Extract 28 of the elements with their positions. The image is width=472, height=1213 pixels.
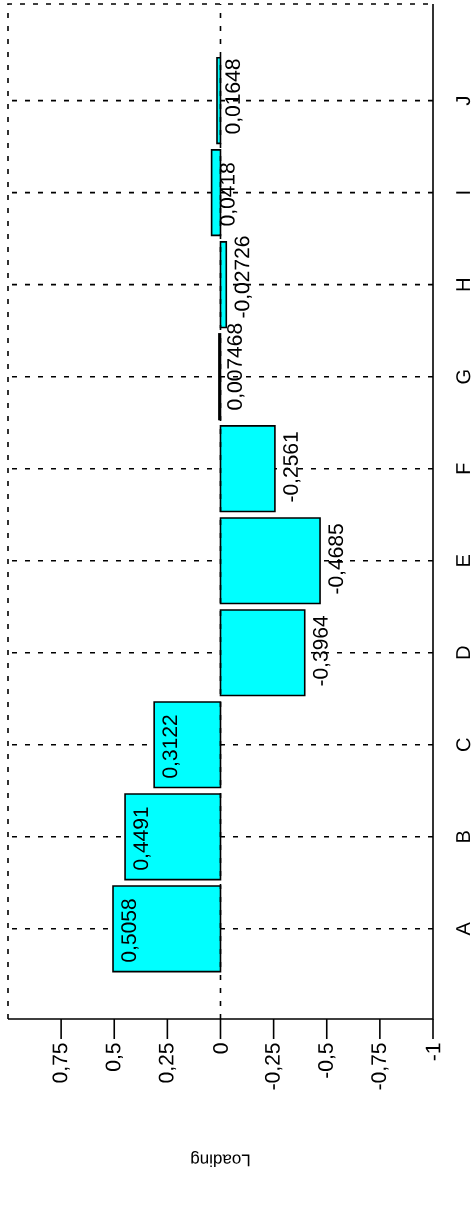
data-label: 0,3122 <box>162 715 180 778</box>
data-label: 0,007468 <box>227 323 245 410</box>
data-label: -0,4685 <box>328 524 346 594</box>
y-tick-label: C <box>456 738 471 751</box>
y-tick-label: G <box>456 370 471 384</box>
x-axis-title: Loading <box>191 1151 250 1167</box>
x-tick-label: -0,5 <box>318 1043 336 1078</box>
data-label: 0,4491 <box>133 807 151 870</box>
y-tick-label: H <box>456 279 470 291</box>
y-tick-label: E <box>456 554 470 566</box>
x-tick-label: 0,75 <box>52 1043 70 1083</box>
y-tick-label: B <box>456 831 470 842</box>
y-tick-label: J <box>456 97 471 106</box>
x-tick-label: 0,5 <box>105 1043 123 1071</box>
y-tick-label: D <box>456 646 470 659</box>
y-tick-label: I <box>456 191 470 194</box>
x-tick-label: -1 <box>425 1043 441 1061</box>
data-label: -0,02726 <box>234 236 252 318</box>
data-label: -0,3964 <box>312 615 331 686</box>
x-tick-label: -0,25 <box>264 1043 283 1090</box>
x-tick-label: 0 <box>213 1043 228 1054</box>
x-tick-label: -0,75 <box>371 1043 389 1090</box>
y-tick-label: F <box>456 463 470 474</box>
data-label: 0,5058 <box>121 899 139 962</box>
data-label: 0,01648 <box>225 59 243 134</box>
x-tick-label: 0,25 <box>158 1043 177 1083</box>
data-label: -0,2561 <box>283 432 301 502</box>
y-tick-label: A <box>456 922 470 936</box>
